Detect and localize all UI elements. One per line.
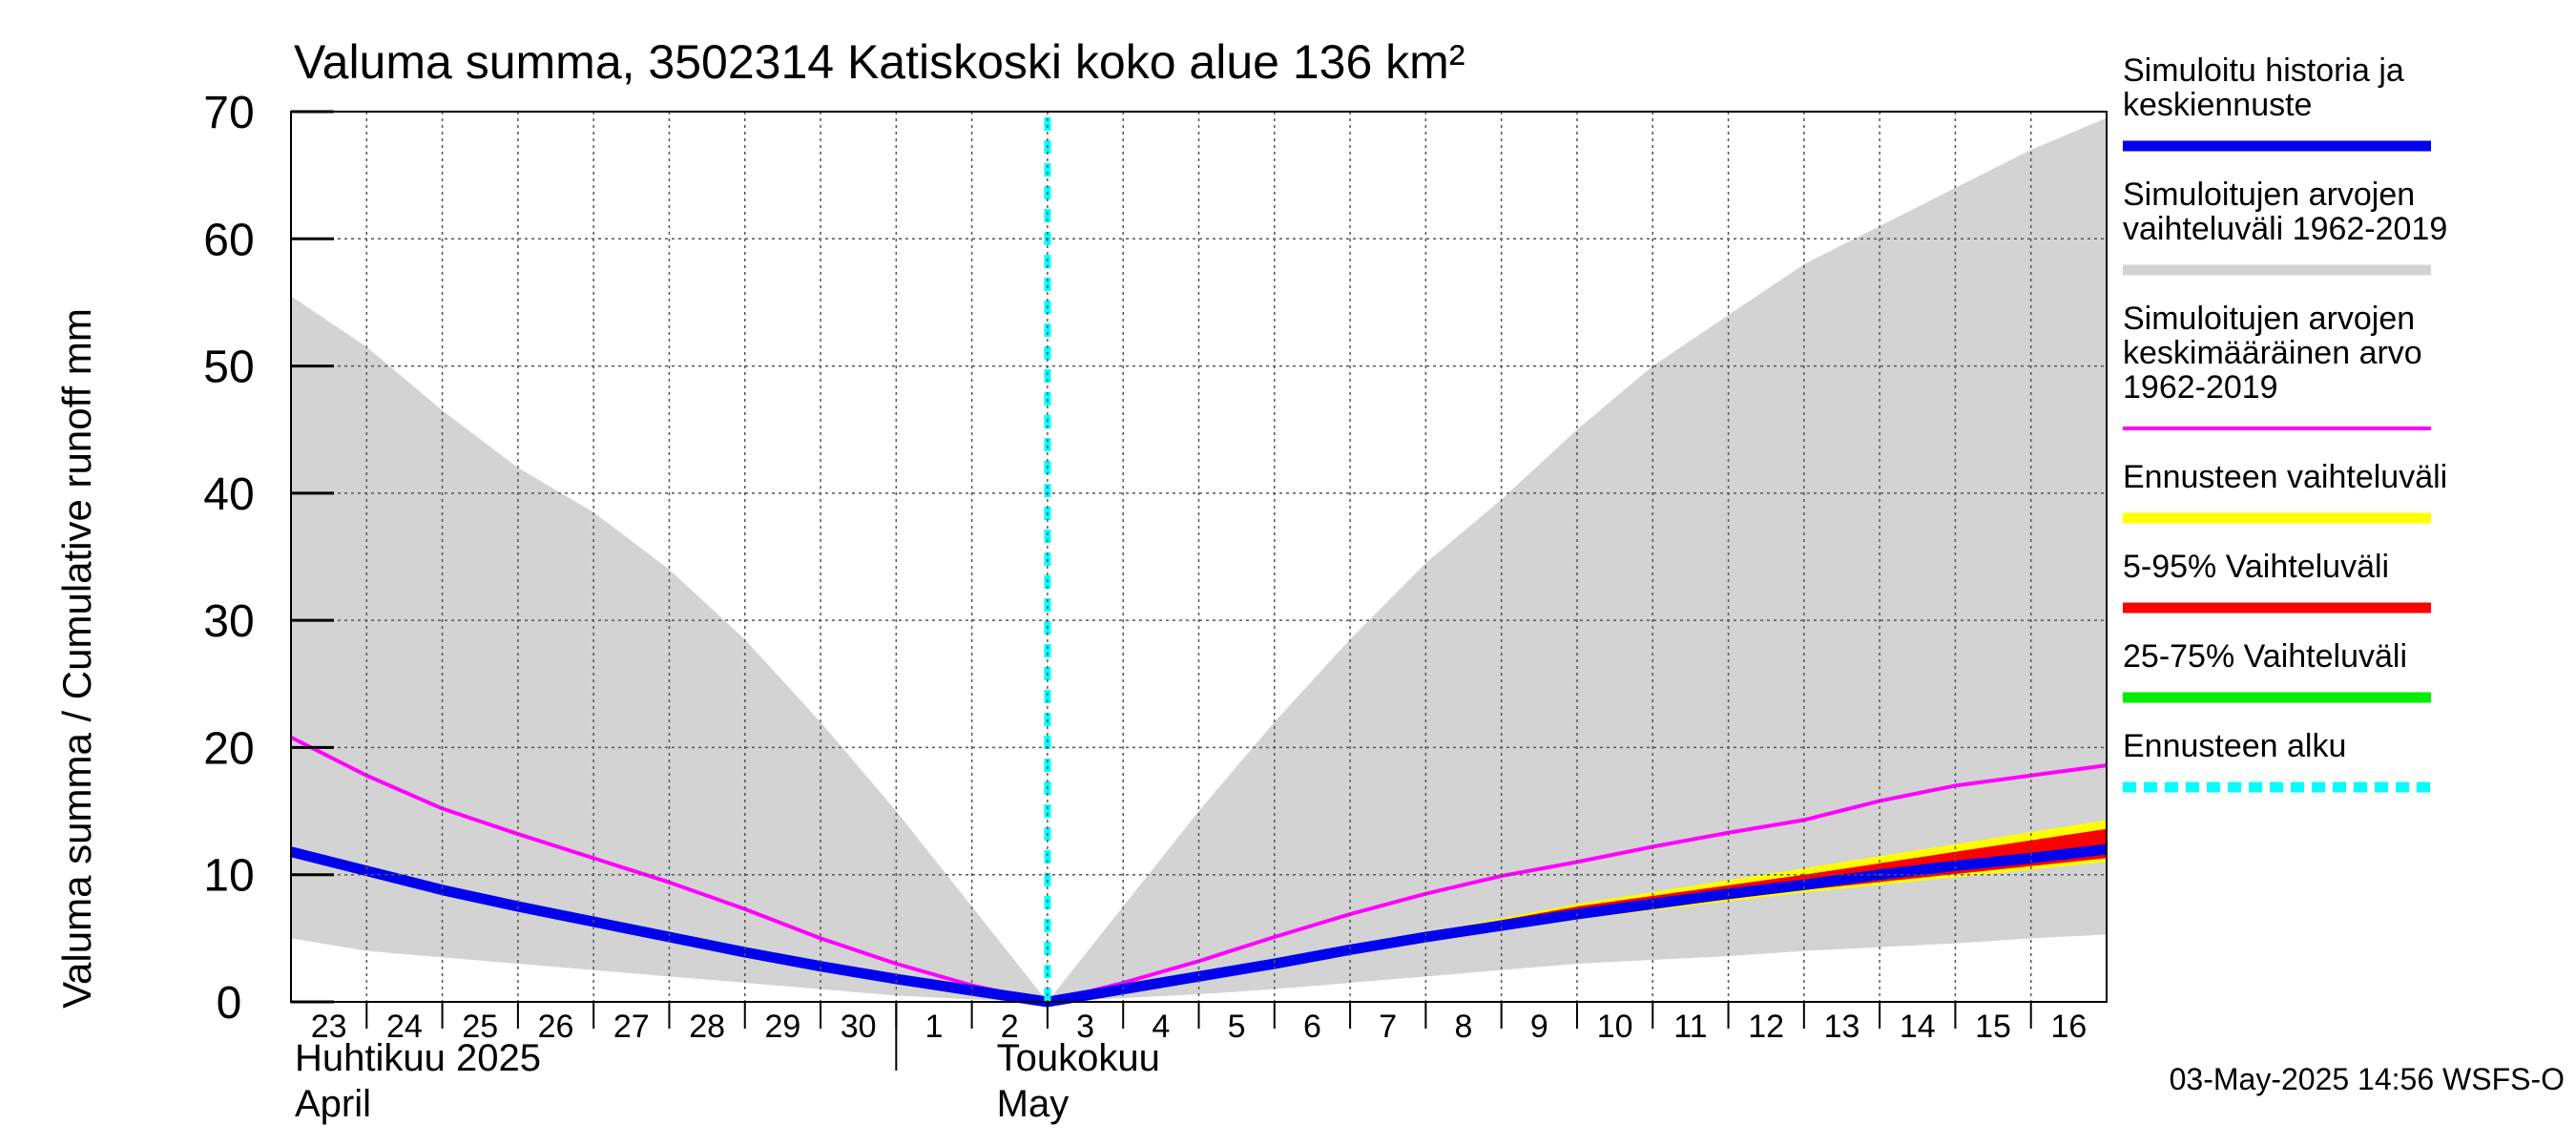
y-tick-label: 40 bbox=[203, 469, 254, 520]
x-tick-label: 27 bbox=[613, 1009, 650, 1045]
legend-label: Ennusteen vaihteluväli bbox=[2123, 459, 2447, 495]
month-label: Toukokuu bbox=[997, 1037, 1160, 1079]
x-tick-label: 23 bbox=[311, 1009, 347, 1045]
x-tick-label: 12 bbox=[1748, 1009, 1784, 1045]
x-tick-label: 10 bbox=[1597, 1009, 1633, 1045]
x-tick-label: 15 bbox=[1975, 1009, 2011, 1045]
x-tick-label: 29 bbox=[764, 1009, 800, 1045]
legend-label: keskiennuste bbox=[2123, 87, 2312, 123]
y-tick-label: 20 bbox=[203, 723, 254, 774]
month-label-en: May bbox=[997, 1083, 1070, 1125]
month-label: Huhtikuu 2025 bbox=[295, 1037, 541, 1079]
x-tick-label: 25 bbox=[462, 1009, 498, 1045]
x-tick-label: 5 bbox=[1228, 1009, 1246, 1045]
x-tick-label: 4 bbox=[1152, 1009, 1170, 1045]
x-tick-label: 26 bbox=[538, 1009, 574, 1045]
y-axis-label: Valuma summa / Cumulative runoff mm bbox=[54, 308, 99, 1009]
legend-label: vaihteluväli 1962-2019 bbox=[2123, 211, 2447, 247]
y-tick-label: 70 bbox=[203, 88, 254, 138]
legend-label: Simuloitu historia ja bbox=[2123, 52, 2404, 89]
y-tick-label: 10 bbox=[203, 851, 254, 902]
y-tick-label: 50 bbox=[203, 343, 254, 393]
x-tick-label: 1 bbox=[925, 1009, 944, 1045]
chart-title: Valuma summa, 3502314 Katiskoski koko al… bbox=[294, 35, 1465, 89]
y-tick-label: 0 bbox=[217, 978, 242, 1029]
x-tick-label: 2 bbox=[1001, 1009, 1019, 1045]
x-tick-label: 11 bbox=[1673, 1009, 1707, 1045]
x-tick-label: 9 bbox=[1530, 1009, 1548, 1045]
x-tick-label: 30 bbox=[841, 1009, 877, 1045]
legend-label: keskimääräinen arvo bbox=[2123, 335, 2422, 371]
footer-timestamp: 03-May-2025 14:56 WSFS-O bbox=[2170, 1062, 2565, 1096]
x-tick-label: 3 bbox=[1076, 1009, 1094, 1045]
legend-label: 5-95% Vaihteluväli bbox=[2123, 549, 2389, 585]
y-tick-label: 30 bbox=[203, 596, 254, 647]
x-tick-label: 6 bbox=[1303, 1009, 1321, 1045]
y-tick-label: 60 bbox=[203, 215, 254, 265]
x-tick-label: 16 bbox=[2050, 1009, 2087, 1045]
legend-label: Simuloitujen arvojen bbox=[2123, 301, 2415, 337]
x-tick-label: 13 bbox=[1824, 1009, 1860, 1045]
x-tick-label: 24 bbox=[386, 1009, 423, 1045]
x-tick-label: 8 bbox=[1455, 1009, 1473, 1045]
month-label-en: April bbox=[295, 1083, 371, 1125]
legend-label: Simuloitujen arvojen bbox=[2123, 177, 2415, 213]
legend-label: Ennusteen alku bbox=[2123, 728, 2346, 764]
legend-label: 1962-2019 bbox=[2123, 369, 2278, 406]
legend-label: 25-75% Vaihteluväli bbox=[2123, 638, 2407, 675]
x-tick-label: 28 bbox=[689, 1009, 725, 1045]
x-tick-label: 7 bbox=[1379, 1009, 1397, 1045]
x-tick-label: 14 bbox=[1900, 1009, 1936, 1045]
